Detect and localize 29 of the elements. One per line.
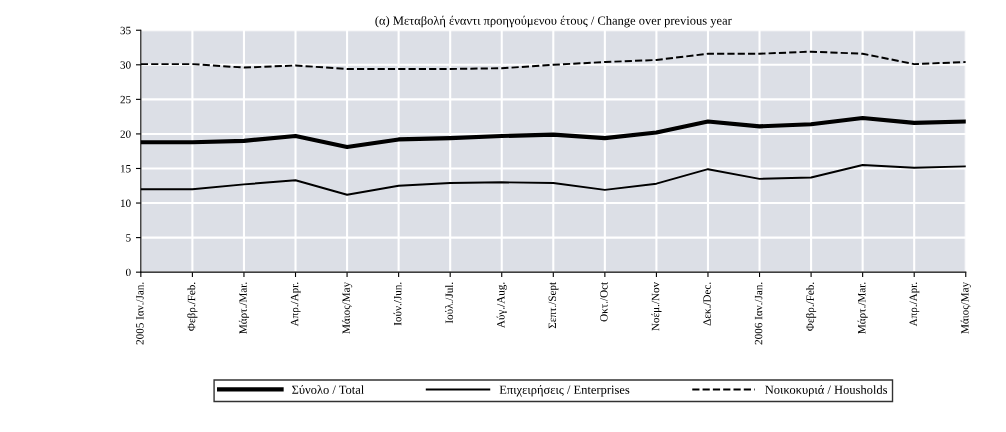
- y-tick-label: 25: [120, 95, 131, 104]
- x-tick-label: Μάιος/May: [341, 281, 353, 334]
- x-tick-label: Φεβρ./Feb.: [805, 282, 817, 331]
- chart-title: (α) Μεταβολή έναντι προηγούμενου έτους / Change over previous year: [375, 15, 732, 28]
- y-tick-label: 20: [120, 130, 131, 138]
- x-tick-label: Απρ./Apr.: [909, 282, 920, 327]
- y-tick-label: 10: [120, 199, 131, 207]
- x-tick-label: Νοέμ./Nov: [651, 281, 662, 331]
- y-tick-label: 5: [126, 234, 131, 242]
- x-tick-label: Απρ./Apr.: [290, 282, 301, 327]
- x-tick-label: Ιούλ./Jul.: [445, 282, 454, 324]
- x-tick-label: Μάρτ./Mar.: [238, 282, 250, 334]
- x-tick-label: Μάιος/May: [960, 281, 971, 334]
- x-tick-label: Δεκ./Dec.: [703, 282, 711, 326]
- y-tick-label: 15: [120, 165, 131, 173]
- y-tick-label: 0: [125, 268, 131, 277]
- legend-label: Νοικοκυριά / Housholds: [765, 385, 888, 397]
- x-tick-label: Ιούν./Jun.: [393, 282, 402, 326]
- x-tick-label: Μάρτ./Mar.: [857, 282, 868, 334]
- x-tick-label: Οκτ./Oct: [600, 281, 608, 322]
- x-tick-label: 2006 Ιαν./Jan.: [754, 282, 763, 345]
- legend-label: Επιχειρήσεις / Enterprises: [499, 385, 630, 397]
- y-tick-label: 35: [120, 26, 131, 35]
- legend-label: Σύνολο / Total: [292, 385, 365, 394]
- x-tick-label: Σεπτ./Sept: [548, 281, 559, 329]
- x-tick-label: Αύγ./Aug.: [496, 282, 507, 328]
- x-tick-label: 2005 Ιαν./Jan.: [136, 282, 144, 345]
- y-tick-label: 30: [120, 61, 131, 69]
- x-tick-label: Φεβρ./Feb.: [187, 282, 198, 331]
